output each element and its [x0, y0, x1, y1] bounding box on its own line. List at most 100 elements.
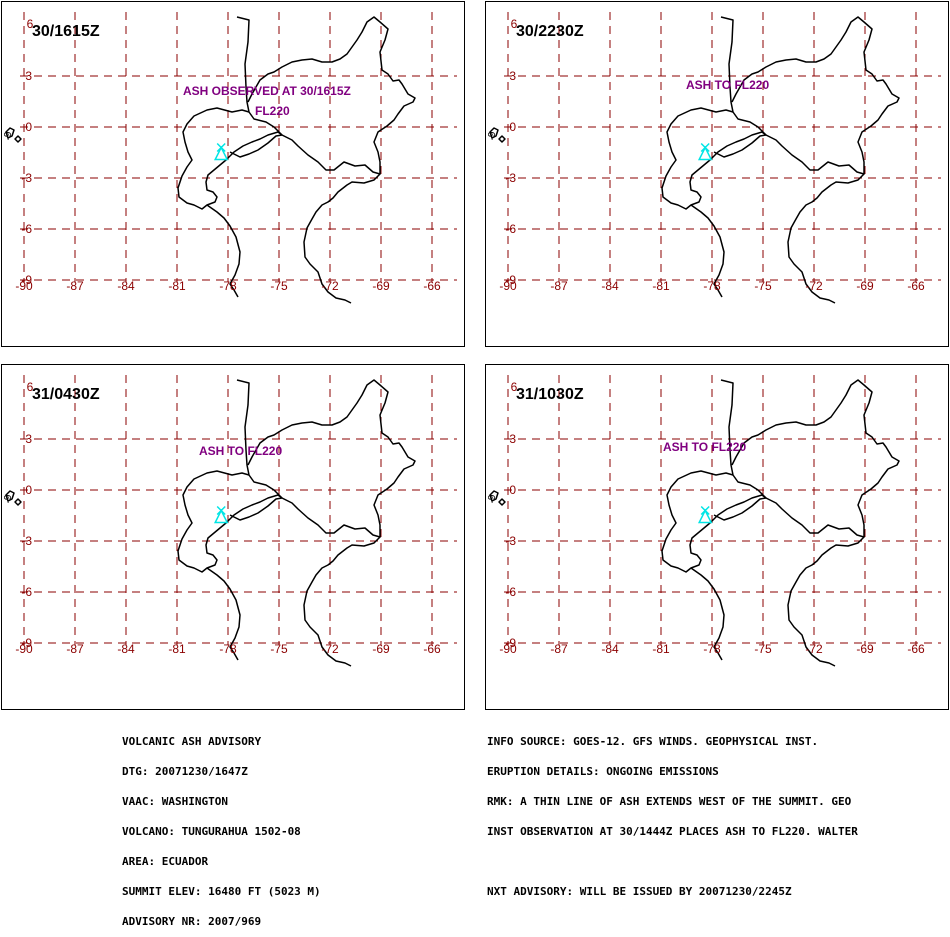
lon-tick-label: -66	[423, 642, 441, 656]
lon-tick-label: -75	[754, 279, 772, 293]
map-panel-2: -90 -87 -84 -81 -78 -75 -72 -69 -66 3 0 -3 -6 -9 6 -9 30…	[485, 1, 949, 347]
lat-tick-label: 6	[27, 380, 34, 394]
lat-tick-label: -6	[505, 222, 516, 236]
map-canvas: -90 -87 -84 -81 -78 -75 -72 -69 -66 3 0 -3 -6 -9 6 -9 31…	[3, 375, 457, 667]
coastline-path	[229, 497, 283, 521]
volcano-triangle	[697, 508, 713, 524]
advisory-line: SUMMIT ELEV: 16480 FT (5023 M)	[122, 885, 321, 898]
coastline-path	[720, 16, 900, 175]
advisory-text-left: VOLCANIC ASH ADVISORY DTG: 20071230/1647…	[122, 717, 321, 937]
lat-tick-labels: 3 0 -3 -6 -9	[505, 69, 516, 287]
side-label: -9	[3, 131, 14, 140]
lat-tick-label: 3	[509, 69, 516, 83]
coastline	[5, 379, 416, 667]
coastline-path	[661, 470, 767, 573]
lon-tick-label: -90	[499, 642, 517, 656]
coastline-path	[177, 470, 283, 573]
lat-tick-label: 6	[27, 17, 34, 31]
lon-tick-labels: -90 -87 -84 -81 -78 -75 -72 -69 -66	[499, 279, 925, 293]
graticule	[504, 375, 941, 645]
lon-tick-label: -84	[117, 642, 135, 656]
coastline-path	[303, 536, 381, 667]
lat-tick-label: -9	[505, 273, 516, 287]
lat-tick-label: 3	[25, 432, 32, 446]
lat-tick-label: -3	[21, 534, 32, 548]
lat-tick-label: -6	[21, 222, 32, 236]
lon-tick-label: -69	[856, 642, 874, 656]
lat-tick-label: -3	[505, 534, 516, 548]
map-panel-1: -90 -87 -84 -81 -78 -75 -72 -69 -66 3 0 -3 -6 -9 6 -9 30…	[1, 1, 465, 347]
volcano-icon	[697, 142, 713, 161]
advisory-line: DTG: 20071230/1647Z	[122, 765, 248, 778]
lat-tick-label: -3	[505, 171, 516, 185]
lat-tick-labels: 3 0 -3 -6 -9	[505, 432, 516, 650]
island-shape	[14, 498, 22, 506]
lon-tick-label: -72	[321, 279, 339, 293]
advisory-line: ERUPTION DETAILS: ONGOING EMISSIONS	[487, 765, 719, 778]
lat-tick-label: -9	[505, 636, 516, 650]
advisory-line: VOLCANIC ASH ADVISORY	[122, 735, 262, 748]
lat-tick-label: 6	[511, 17, 518, 31]
advisory-line: ADVISORY NR: 2007/969	[122, 915, 262, 928]
lon-tick-label: -69	[856, 279, 874, 293]
island-shape	[489, 127, 499, 139]
advisory-line: INFO SOURCE: GOES-12. GFS WINDS. GEOPHYS…	[487, 735, 819, 748]
side-label: -9	[487, 131, 498, 140]
volcano-cross	[700, 142, 710, 153]
map-panel-4: -90 -87 -84 -81 -78 -75 -72 -69 -66 3 0 -3 -6 -9 6 -9 31…	[485, 364, 949, 710]
coastline-path	[229, 134, 283, 158]
lat-tick-label: -9	[21, 636, 32, 650]
lon-tick-labels: -90 -87 -84 -81 -78 -75 -72 -69 -66	[15, 279, 441, 293]
lon-tick-label: -87	[66, 642, 84, 656]
lat-tick-label: 6	[511, 380, 518, 394]
lon-tick-labels: -90 -87 -84 -81 -78 -75 -72 -69 -66	[499, 642, 925, 656]
lon-tick-label: -78	[703, 642, 721, 656]
valid-time-label: 31/1030Z	[516, 386, 584, 403]
volcano-icon	[213, 505, 229, 524]
coastline-path	[713, 134, 767, 158]
lat-tick-label: -3	[21, 171, 32, 185]
side-label: -9	[487, 494, 498, 503]
coastline-path	[206, 567, 241, 661]
lon-tick-label: -84	[117, 279, 135, 293]
ash-annotation: ASH OBSERVED AT 30/1615Z	[183, 84, 351, 98]
volcano-cross	[700, 505, 710, 516]
coastline	[5, 16, 416, 304]
lon-tick-label: -78	[703, 279, 721, 293]
lon-tick-label: -90	[15, 279, 33, 293]
volcano-triangle	[213, 508, 229, 524]
map-canvas: -90 -87 -84 -81 -78 -75 -72 -69 -66 3 0 -3 -6 -9 6 -9 30…	[487, 12, 941, 304]
coastline-path	[690, 567, 725, 661]
lon-tick-label: -84	[601, 279, 619, 293]
lon-tick-label: -75	[754, 642, 772, 656]
lon-tick-label: -87	[550, 279, 568, 293]
advisory-line: AREA: ECUADOR	[122, 855, 209, 868]
volcano-triangle	[697, 145, 713, 161]
coastline-path	[787, 173, 865, 304]
ash-annotation: ASH TO FL220	[663, 440, 746, 454]
lon-tick-label: -87	[66, 279, 84, 293]
advisory-text-right: INFO SOURCE: GOES-12. GFS WINDS. GEOPHYS…	[487, 717, 858, 907]
ash-annotation: ASH TO FL220	[199, 444, 282, 458]
lon-tick-label: -90	[499, 279, 517, 293]
lat-tick-label: 0	[509, 483, 516, 497]
coastline-path	[177, 107, 283, 210]
lon-tick-label: -66	[423, 279, 441, 293]
map-panel-3: -90 -87 -84 -81 -78 -75 -72 -69 -66 3 0 -3 -6 -9 6 -9 31…	[1, 364, 465, 710]
lon-tick-label: -90	[15, 642, 33, 656]
coastline-path	[690, 204, 725, 298]
lon-tick-label: -66	[907, 642, 925, 656]
lat-tick-label: 0	[25, 120, 32, 134]
advisory-line: VAAC: WASHINGTON	[122, 795, 228, 808]
island-shape	[5, 490, 15, 502]
lat-tick-labels: 3 0 -3 -6 -9	[21, 432, 32, 650]
lat-tick-label: 0	[25, 483, 32, 497]
lon-tick-label: -72	[321, 642, 339, 656]
lat-tick-label: 3	[509, 432, 516, 446]
lon-tick-label: -81	[168, 642, 186, 656]
lon-tick-label: -87	[550, 642, 568, 656]
lon-tick-label: -75	[270, 642, 288, 656]
lat-tick-label: -6	[21, 585, 32, 599]
lon-tick-label: -81	[652, 279, 670, 293]
coastline-path	[720, 379, 900, 538]
